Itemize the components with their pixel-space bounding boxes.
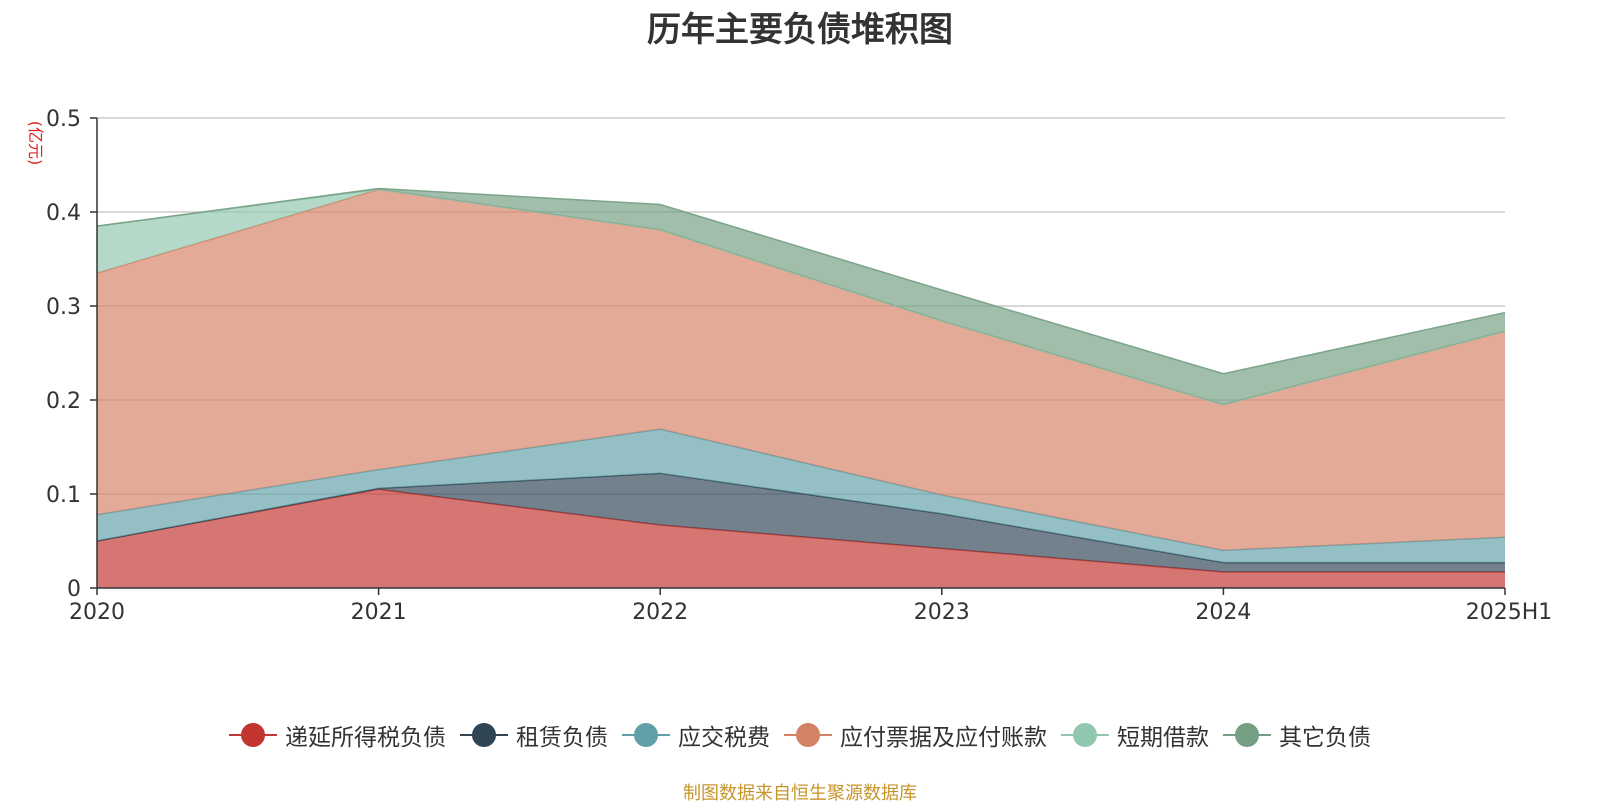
- area-series-4: [97, 189, 1505, 405]
- legend-marker-icon: [622, 723, 670, 747]
- legend-label: 租赁负债: [516, 725, 608, 751]
- axes: 0 0.1 0.2 0.3 0.4 0.5 2020 2021 2022 2023 2024 2025…: [46, 107, 1552, 625]
- source-note: 制图数据来自恒生聚源数据库: [683, 783, 917, 804]
- legend-marker-icon: [460, 723, 508, 747]
- area-series-1: [97, 473, 1505, 573]
- y-tick-label-1: 0.1: [46, 483, 81, 508]
- x-tick-label-0: 2020: [69, 600, 125, 625]
- y-tick-label-2: 0.2: [46, 389, 81, 414]
- area-series-3: [97, 189, 1505, 551]
- legend-item-3[interactable]: 应付票据及应付账款: [784, 718, 1047, 752]
- legend-marker-icon: [784, 723, 832, 747]
- legend-item-0[interactable]: 递延所得税负债: [229, 718, 446, 752]
- x-tick-label-3: 2023: [914, 600, 970, 625]
- line-series-5: [96, 187, 1506, 375]
- legend-label: 其它负债: [1279, 725, 1371, 751]
- area-series-2: [97, 429, 1505, 563]
- chart-title: 历年主要负债堆积图: [647, 10, 953, 50]
- x-tick-label-2: 2022: [632, 600, 688, 625]
- legend-item-1[interactable]: 租赁负债: [460, 718, 608, 752]
- y-tick-label-5: 0.5: [46, 107, 81, 132]
- x-tick-label-5: 2025H1: [1466, 600, 1553, 625]
- x-tick-label-1: 2021: [351, 600, 407, 625]
- legend-label: 递延所得税负债: [285, 725, 446, 751]
- legend-label: 应交税费: [678, 725, 770, 751]
- legend-item-2[interactable]: 应交税费: [622, 718, 770, 752]
- legend-item-5[interactable]: 其它负债: [1223, 718, 1371, 752]
- stacked-areas: [96, 187, 1506, 588]
- legend: 递延所得税负债 租赁负债 应交税费 应付票据及应付账款 短期借款 其它负债: [0, 718, 1600, 752]
- legend-item-4[interactable]: 短期借款: [1061, 718, 1209, 752]
- y-tick-label-0: 0: [67, 577, 81, 602]
- y-tick-label-3: 0.3: [46, 295, 81, 320]
- legend-label: 短期借款: [1117, 725, 1209, 751]
- legend-marker-icon: [1061, 723, 1109, 747]
- area-series-0: [97, 489, 1505, 588]
- x-tick-label-4: 2024: [1195, 600, 1251, 625]
- legend-marker-icon: [1223, 723, 1271, 747]
- legend-marker-icon: [229, 723, 277, 747]
- y-tick-label-4: 0.4: [46, 201, 81, 226]
- legend-label: 应付票据及应付账款: [840, 725, 1047, 751]
